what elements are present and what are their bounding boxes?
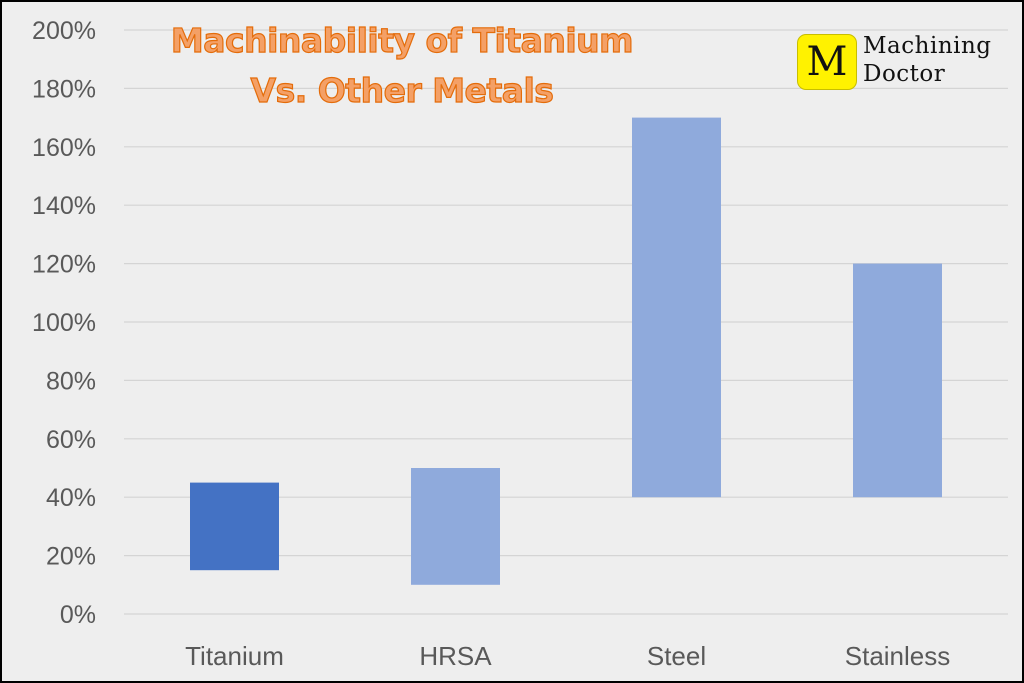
chart-title-line-2: Vs. Other Metals (250, 70, 555, 110)
y-tick-label: 160% (32, 134, 96, 162)
x-category-label-stainless: Stainless (845, 641, 951, 671)
bar-titanium (190, 482, 279, 571)
chart-title: Machinability of Titanium Vs. Other Meta… (122, 16, 682, 116)
logo-text: Machining Doctor (863, 32, 992, 88)
x-category-label-hrsa: HRSA (419, 641, 492, 671)
logo-text-line-2: Doctor (863, 61, 946, 87)
bar-stainless (853, 263, 942, 498)
chart-title-line-1: Machinability of Titanium (170, 20, 634, 60)
y-tick-label: 20% (46, 543, 96, 571)
y-tick-label: 60% (46, 426, 96, 454)
y-tick-label: 0% (60, 601, 96, 629)
y-tick-label: 100% (32, 309, 96, 337)
y-tick-label: 140% (32, 192, 96, 220)
y-tick-label: 180% (32, 75, 96, 103)
bar-steel (632, 117, 721, 498)
bar-hrsa (411, 468, 500, 585)
machining-doctor-logo: M Machining Doctor (797, 32, 1007, 92)
bars (190, 117, 942, 585)
logo-text-line-1: Machining (863, 33, 992, 59)
logo-badge: M (797, 34, 857, 90)
x-category-label-steel: Steel (647, 641, 706, 671)
y-tick-label: 80% (46, 367, 96, 395)
y-tick-label: 120% (32, 251, 96, 279)
y-axis-tick-labels: 0% 20% 40% 60% 80% 100% 120% 140% 160% 180% 200% (32, 17, 96, 629)
x-category-label-titanium: Titanium (185, 641, 284, 671)
x-axis-category-labels: Titanium HRSA Steel Stainless (185, 641, 950, 671)
y-tick-label: 200% (32, 17, 96, 45)
y-tick-label: 40% (46, 484, 96, 512)
